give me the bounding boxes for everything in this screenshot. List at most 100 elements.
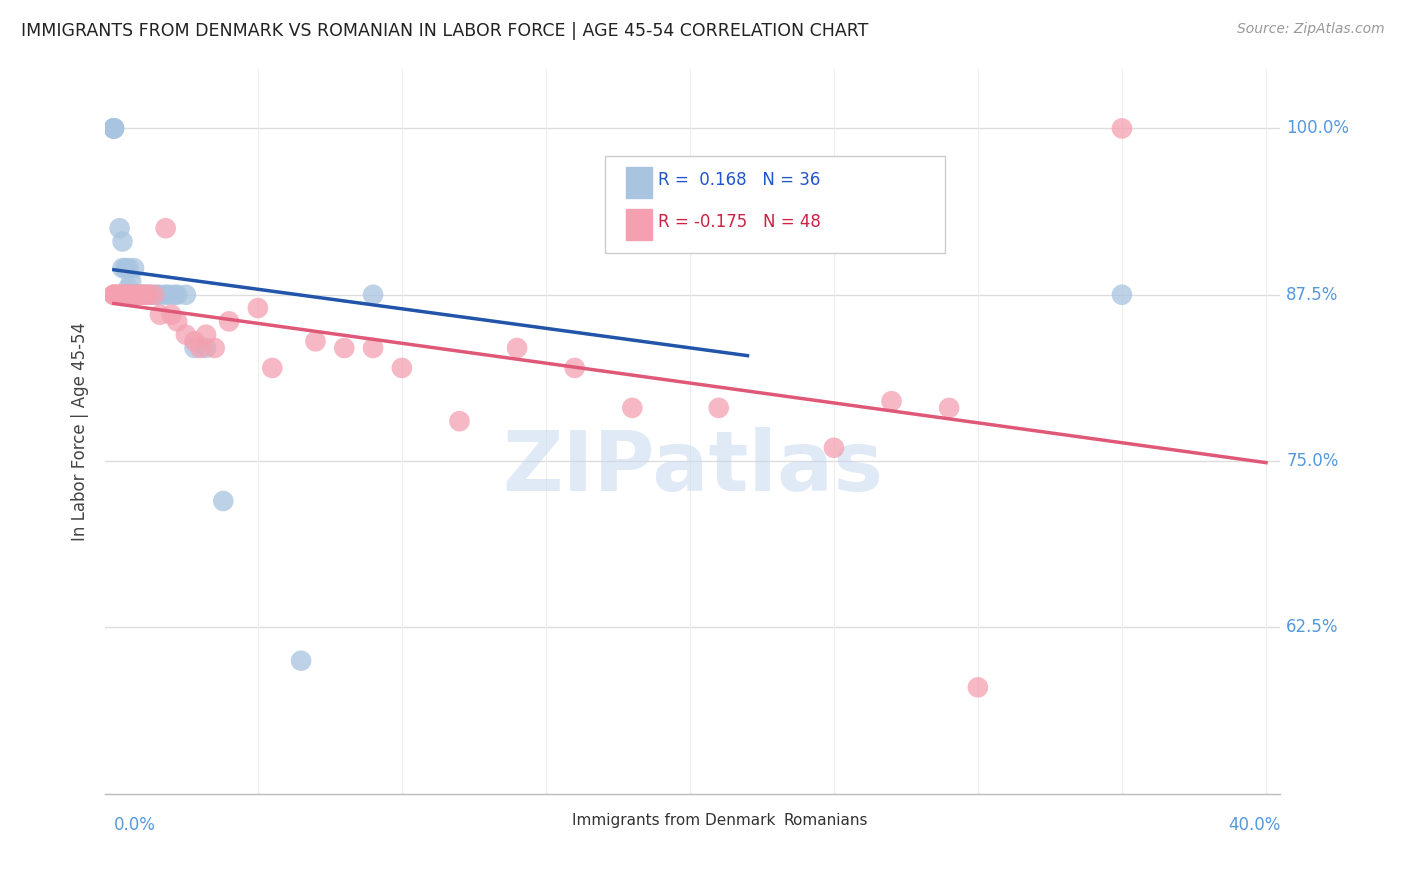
Point (246, 301, 269, 315)
Bar (626, 209, 651, 240)
Point (304, 334, 326, 349)
Point (262, 360, 284, 375)
Point (204, 341, 226, 355)
Point (621, 401, 644, 415)
Point (125, 287, 148, 301)
Point (117, 261, 139, 276)
Point (449, 414, 471, 428)
Point (108, 287, 131, 301)
Point (155, 221, 177, 235)
Text: Immigrants from Denmark: Immigrants from Denmark (572, 814, 775, 828)
Point (103, 121, 125, 136)
Point (103, 121, 125, 136)
Point (160, 308, 183, 322)
Point (290, 654, 312, 668)
Point (938, 401, 960, 415)
Point (183, 334, 205, 349)
Point (188, 341, 211, 355)
Point (1111, 287, 1133, 301)
Point (135, 287, 157, 301)
Point (149, 308, 172, 322)
Point (103, 121, 125, 136)
Point (108, 221, 131, 235)
Point (111, 287, 134, 301)
Point (361, 287, 384, 301)
Point (166, 314, 188, 328)
Text: 100.0%: 100.0% (1286, 120, 1350, 137)
Point (117, 287, 139, 301)
Text: R =  0.168   N = 36: R = 0.168 N = 36 (658, 171, 820, 189)
Point (120, 275, 142, 289)
Point (111, 287, 134, 301)
Text: ZIPatlas: ZIPatlas (502, 427, 883, 508)
Point (103, 287, 125, 301)
Point (880, 394, 903, 409)
Point (105, 287, 128, 301)
Point (122, 287, 145, 301)
Text: Romanians: Romanians (783, 814, 868, 828)
Point (155, 287, 177, 301)
Point (174, 327, 197, 342)
Point (143, 287, 166, 301)
Point (117, 287, 139, 301)
Text: 75.0%: 75.0% (1286, 452, 1339, 470)
Point (212, 494, 235, 508)
FancyBboxPatch shape (605, 155, 945, 253)
Point (103, 121, 125, 136)
Point (361, 341, 384, 355)
Point (195, 341, 218, 355)
Point (111, 261, 134, 276)
Point (103, 121, 125, 136)
Text: 0.0%: 0.0% (114, 815, 156, 833)
Point (138, 287, 160, 301)
Point (128, 287, 150, 301)
Point (564, 360, 586, 375)
Bar (752, 808, 778, 834)
Bar (540, 808, 565, 834)
Point (149, 287, 172, 301)
Point (195, 327, 218, 342)
Point (128, 287, 150, 301)
Bar (626, 168, 651, 198)
Text: 40.0%: 40.0% (1227, 815, 1281, 833)
Point (122, 287, 145, 301)
Point (218, 314, 240, 328)
Point (114, 261, 136, 276)
Point (117, 281, 139, 295)
Point (506, 341, 529, 355)
Point (120, 287, 142, 301)
Point (157, 287, 180, 301)
Point (174, 287, 197, 301)
Point (114, 287, 136, 301)
Point (114, 287, 136, 301)
Point (122, 261, 145, 276)
Text: Source: ZipAtlas.com: Source: ZipAtlas.com (1237, 22, 1385, 37)
Text: IMMIGRANTS FROM DENMARK VS ROMANIAN IN LABOR FORCE | AGE 45-54 CORRELATION CHART: IMMIGRANTS FROM DENMARK VS ROMANIAN IN L… (21, 22, 869, 40)
Text: R = -0.175   N = 48: R = -0.175 N = 48 (658, 213, 821, 231)
Point (163, 287, 186, 301)
Point (103, 287, 125, 301)
Point (183, 341, 205, 355)
Point (391, 360, 413, 375)
Point (333, 341, 356, 355)
Point (146, 287, 169, 301)
Point (120, 287, 142, 301)
Point (131, 287, 153, 301)
Point (138, 287, 160, 301)
Point (108, 287, 131, 301)
Point (120, 287, 142, 301)
Point (823, 441, 845, 455)
Point (1111, 121, 1133, 136)
Point (707, 401, 730, 415)
Text: 87.5%: 87.5% (1286, 285, 1339, 304)
Point (111, 235, 134, 249)
Point (135, 287, 157, 301)
Y-axis label: In Labor Force | Age 45-54: In Labor Force | Age 45-54 (72, 322, 89, 541)
Point (105, 287, 128, 301)
Point (103, 121, 125, 136)
Point (131, 287, 153, 301)
Point (125, 287, 148, 301)
Point (103, 287, 125, 301)
Point (141, 287, 163, 301)
Point (125, 287, 148, 301)
